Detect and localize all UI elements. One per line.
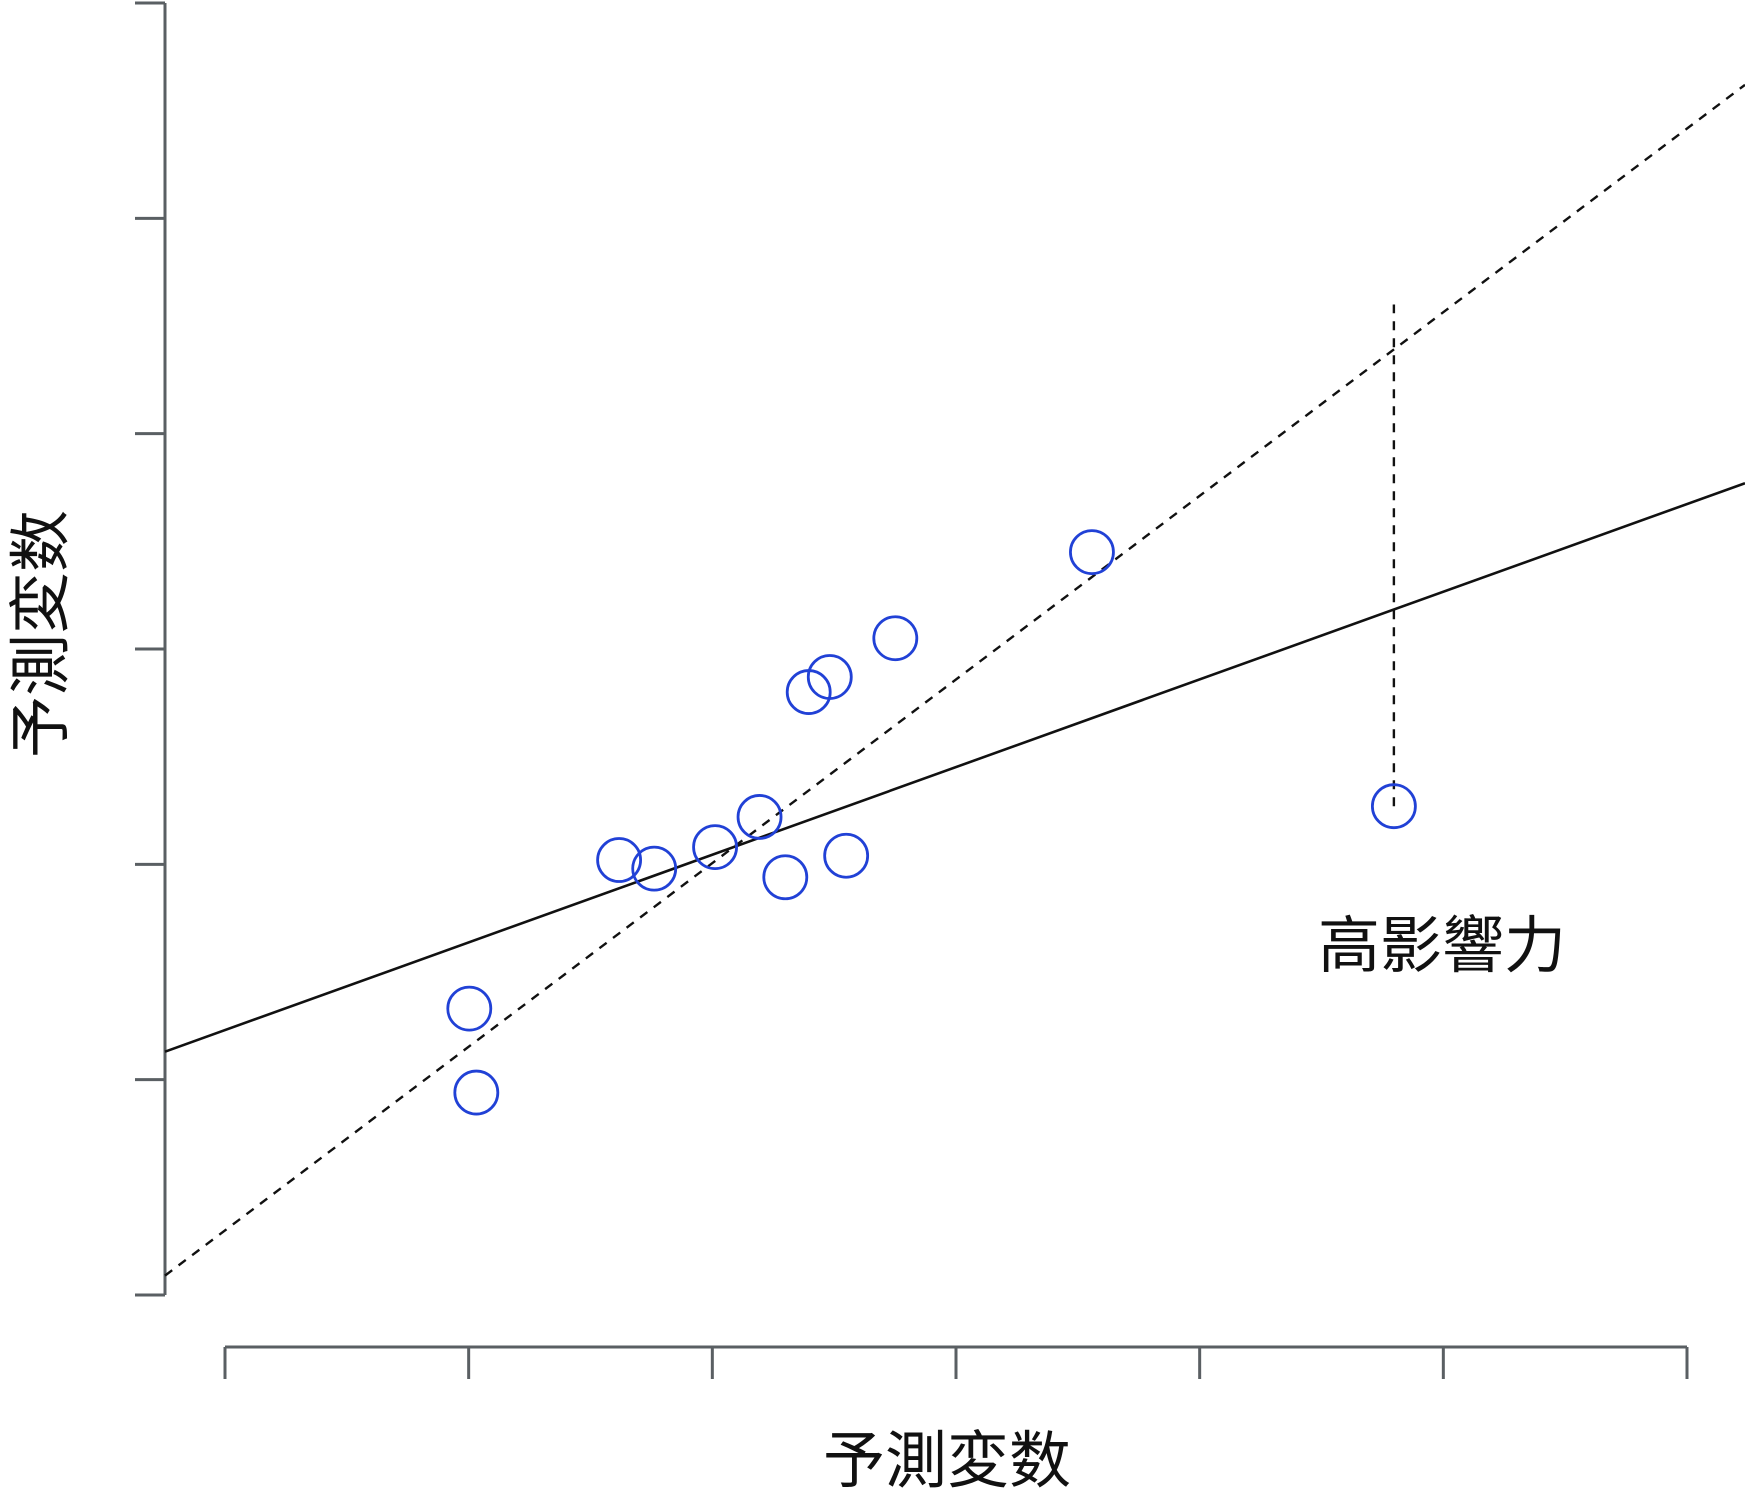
data-point-5 [736,794,783,840]
data-point-11 [1069,529,1115,575]
data-points [446,529,1417,1116]
data-point-1 [453,1069,500,1116]
data-point-3 [631,845,678,892]
y-axis [135,1,167,1297]
data-point-2 [596,837,643,883]
data-point-8 [806,654,853,700]
x-axis-label: 予測変数 [823,1424,1071,1488]
y-axis-label: 予測変数 [4,510,77,758]
annotation-high-influence: 高影響力 [1318,909,1566,982]
data-point-9 [823,832,870,879]
x-axis [223,1345,1689,1379]
data-point-12 [1370,783,1417,830]
dashed-fit-line-1 [164,83,1745,1277]
data-point-0 [446,985,493,1032]
data-point-10 [872,615,919,662]
solid-fit-line-0 [164,481,1745,1053]
data-point-4 [692,824,738,871]
data-point-6 [762,854,809,901]
fit-lines [164,83,1745,1277]
